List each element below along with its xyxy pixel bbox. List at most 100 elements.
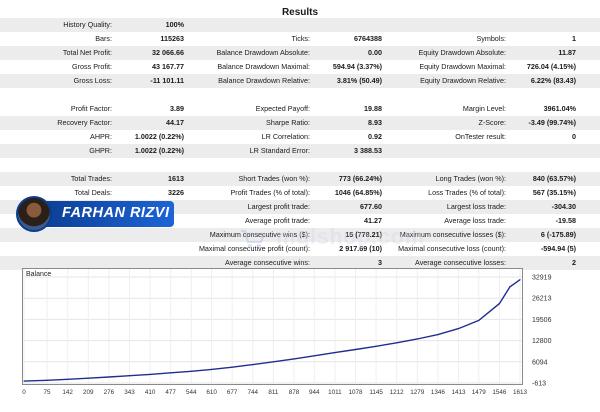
balance-point: [519, 279, 521, 281]
balance-line: [23, 279, 521, 382]
x-tick-label: 744: [248, 389, 259, 396]
stat-label: Total Deals:: [74, 188, 112, 197]
balance-chart-svg: 32919 26213 19506 12800 6094 -613 0 75 142 209 276…: [22, 268, 552, 396]
stat-label: Maximum consecutive wins ($):: [209, 230, 310, 239]
avatar: [16, 196, 52, 232]
plot-frame: [22, 268, 523, 385]
x-tick-label: 677: [227, 389, 238, 396]
chart-title: Balance: [26, 271, 51, 278]
x-tick-label: 811: [268, 389, 279, 396]
x-tick-label: 75: [44, 389, 52, 396]
balance-point: [231, 366, 233, 368]
stat-value: 32 066.66: [152, 48, 184, 57]
stat-value: 100%: [165, 20, 184, 29]
stat-value: 773 (66.24%): [338, 174, 382, 183]
balance-point: [87, 377, 89, 379]
stat-label: Equity Drawdown Maximal:: [419, 62, 506, 71]
stat-label: History Quality:: [63, 20, 112, 29]
balance-point: [498, 303, 500, 305]
balance-point: [67, 378, 69, 380]
x-tick-label: 944: [309, 389, 320, 396]
stat-value: 3.89: [170, 104, 184, 113]
stat-value: 8.93: [368, 118, 382, 127]
x-tick-label: 1078: [348, 389, 363, 396]
stat-label: Largest profit trade:: [247, 202, 310, 211]
watermark: mqlshop.com: [240, 222, 460, 258]
stat-value: -11 101.11: [150, 76, 184, 85]
balance-point: [416, 338, 418, 340]
balance-point: [272, 361, 274, 363]
y-tick-label: 12800: [532, 338, 552, 345]
stat-label: Average consecutive losses:: [415, 258, 506, 267]
stat-value: 115263: [160, 34, 184, 43]
stat-label: Gross Profit:: [72, 62, 112, 71]
stat-label: Maximal consecutive profit (count):: [198, 244, 310, 253]
stat-value: 6 (-175.89): [540, 230, 576, 239]
balance-point: [210, 368, 213, 370]
stat-value: 3: [378, 258, 382, 267]
stat-value: 1046 (64.85%): [334, 188, 382, 197]
stat-label: Balance Drawdown Absolute:: [216, 48, 311, 57]
stat-value: -3.49 (99.74%): [528, 118, 576, 127]
stat-value: 3.81% (50.49): [336, 76, 382, 85]
balance-point: [149, 373, 151, 376]
author-banner: [34, 201, 174, 227]
author-badge: FARHAN RIZVI: [16, 196, 174, 232]
stat-label: Average consecutive wins:: [225, 258, 310, 267]
x-tick-label: 878: [289, 389, 300, 396]
stat-label: Margin Level:: [462, 104, 506, 113]
stat-value: 0: [572, 132, 576, 141]
x-tick-label: 544: [186, 389, 197, 396]
stat-value: 3 388.53: [354, 146, 382, 155]
x-tick-label: 477: [165, 389, 176, 396]
x-tick-label: 209: [83, 389, 94, 396]
stat-label: Symbols:: [476, 34, 506, 43]
stat-row: GHPR: 1.0022 (0.22%) LR Standard Error: 3 3…: [0, 144, 600, 158]
stat-row: Bars: 115263 Ticks: 6764388 Symbols: 1: [0, 32, 600, 46]
stat-row: Total Net Profit: 32 066.66 Balance Drawdo…: [0, 46, 600, 60]
balance-point: [396, 342, 398, 344]
stat-value: 3226: [168, 188, 184, 197]
balance-point: [170, 372, 172, 374]
balance-point: [334, 352, 336, 354]
stat-row: Gross Loss: -11 101.11 Balance Drawdown Re…: [0, 74, 600, 88]
stat-label: Equity Drawdown Absolute:: [418, 48, 507, 57]
stat-value: 6764388: [354, 34, 382, 43]
y-tick-label: 32919: [532, 275, 552, 282]
stat-value: 2 917.69 (10): [339, 244, 382, 253]
stat-label: Z-Score:: [478, 118, 506, 127]
stat-value: 1.0022 (0.22%): [134, 132, 184, 141]
stat-row: Total Trades: 1613 Short Trades (won %): 77…: [0, 172, 600, 186]
stat-label: Balance Drawdown Relative:: [218, 76, 310, 85]
stat-value: 726.04 (4.15%): [526, 62, 576, 71]
stat-value: -304.30: [551, 202, 576, 211]
balance-point: [437, 333, 439, 336]
stat-value: 594.94 (3.37%): [332, 62, 382, 71]
cart-icon: [241, 229, 266, 248]
x-tick-label: 1479: [472, 389, 487, 396]
x-tick-label: 1145: [369, 389, 383, 396]
stat-label: Equity Drawdown Relative:: [420, 76, 506, 85]
x-tick-label: 142: [62, 389, 73, 396]
stat-value: -19.58: [555, 216, 576, 225]
stat-label: LR Standard Error:: [249, 146, 310, 155]
y-tick-label: -613: [532, 381, 546, 388]
balance-point: [354, 348, 357, 351]
stat-value: 19.88: [364, 104, 382, 113]
stat-label: Bars:: [95, 34, 112, 43]
stat-row: Gross Profit: 43 167.77 Balance Drawdown M…: [0, 60, 600, 74]
stat-value: -594.94 (5): [540, 244, 576, 253]
stat-value: 43 167.77: [152, 62, 184, 71]
stat-label: Maximum consecutive losses ($):: [399, 230, 506, 239]
stat-label: Average loss trade:: [444, 216, 506, 225]
x-tick-label: 1413: [451, 389, 466, 396]
stat-row: Total Deals: 3226 Profit Trades (% of tota…: [0, 186, 600, 200]
stat-label: Recovery Factor:: [57, 118, 112, 127]
stat-row: [0, 88, 600, 102]
stat-row: Recovery Factor: 44.17 Sharpe Ratio: 8.93 Z-…: [0, 116, 600, 130]
stat-label: Profit Factor:: [70, 104, 112, 113]
x-tick-label: 1546: [492, 389, 507, 396]
stat-label: Loss Trades (% of total):: [428, 188, 506, 197]
stat-label: Short Trades (won %):: [238, 174, 310, 183]
x-tick-label: 343: [124, 389, 135, 396]
